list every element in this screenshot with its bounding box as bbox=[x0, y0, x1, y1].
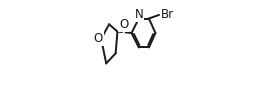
Text: O: O bbox=[94, 32, 103, 45]
Text: Br: Br bbox=[161, 8, 174, 21]
Text: O: O bbox=[119, 18, 129, 31]
Text: N: N bbox=[134, 8, 143, 21]
